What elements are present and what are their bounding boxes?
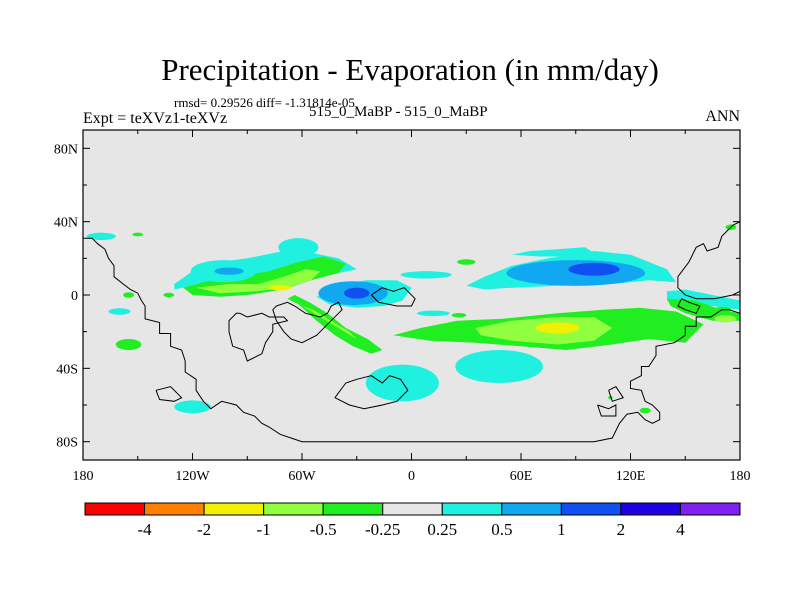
x-tick-label: 180 xyxy=(730,469,751,484)
region-pacific-light-green xyxy=(196,269,321,294)
x-tick-label: 180 xyxy=(73,469,94,484)
coastline-far-east-cove xyxy=(597,404,617,417)
region-indian-yellow-core xyxy=(535,322,580,334)
colorbar-box xyxy=(441,502,503,516)
chart-title: Precipitation - Evaporation (in mm/day) xyxy=(161,52,659,87)
region-indian-ocean-cyan-ne xyxy=(511,247,594,257)
colorbar-box xyxy=(382,502,443,516)
colorbar-label: 0.25 xyxy=(427,520,457,539)
region-west-pacific-cyan-1 xyxy=(86,232,116,240)
region-north-pacific-cyan-2 xyxy=(278,238,319,257)
region-south-indian-cyan xyxy=(455,350,543,383)
colorbar-box xyxy=(501,502,562,516)
x-tick-label: 60E xyxy=(510,469,533,484)
colorbar-box xyxy=(620,502,681,516)
colorbar-label: 4 xyxy=(676,520,685,539)
y-tick-label: 0 xyxy=(71,289,78,304)
region-west-pacific-green-3 xyxy=(123,292,135,298)
season-label: ANN xyxy=(705,108,740,125)
y-tick-label: 40N xyxy=(54,216,78,231)
colorbar: -4 -2 -1 -0.5 -0.25 0.25 0.5 1 2 4 xyxy=(84,502,741,539)
region-south-atlantic-cyan xyxy=(365,364,439,402)
region-west-pacific-green-1 xyxy=(132,232,144,237)
region-west-pacific-green-4 xyxy=(163,292,175,298)
colorbar-label: 2 xyxy=(617,520,626,539)
colorbar-label: -0.25 xyxy=(365,520,400,539)
colorbar-box xyxy=(560,502,622,516)
colorbar-box xyxy=(679,502,741,516)
coastline-africa-upper xyxy=(272,301,343,344)
colorbar-label: 0.5 xyxy=(491,520,512,539)
x-tick-label: 60W xyxy=(288,469,316,484)
region-east-pacific-cyan-2 xyxy=(400,271,452,279)
coastline-africa-interior xyxy=(228,312,289,362)
y-tick-label: 80S xyxy=(56,436,78,451)
y-tick-label: 80N xyxy=(54,142,78,157)
x-tick-label: 120W xyxy=(175,469,210,484)
coastline-island-southwest xyxy=(155,386,183,402)
x-tick-label: 120E xyxy=(616,469,646,484)
colorbar-label: -4 xyxy=(137,520,152,539)
region-west-pacific-cyan-2 xyxy=(108,308,131,315)
colorbar-label: -0.5 xyxy=(310,520,337,539)
colorbar-label: 1 xyxy=(557,520,566,539)
colorbar-box xyxy=(322,502,384,516)
region-indian-ocean-dark xyxy=(568,262,620,276)
period-label: 515_0_MaBP - 515_0_MaBP xyxy=(309,104,488,120)
region-east-cyan-4 xyxy=(416,310,450,317)
colorbar-box xyxy=(84,502,146,516)
region-patagonia-cyan xyxy=(174,400,211,414)
region-pacific-yellow-core xyxy=(269,284,292,291)
axis-layer: 180 120W 60W 0 60E 120E 180 80N 40N 0 40S 80S xyxy=(54,129,751,484)
experiment-label: Expt = teXVz1-teXVz xyxy=(83,110,228,127)
region-west-pacific-green-2 xyxy=(115,339,142,350)
region-east-green-2 xyxy=(457,259,476,265)
colorbar-box xyxy=(263,502,324,516)
region-east-light-green xyxy=(714,315,737,323)
region-east-green-3 xyxy=(451,312,467,318)
x-tick-label: 0 xyxy=(408,469,415,484)
coastline-north-east-coast xyxy=(677,221,740,300)
region-north-pacific-blue xyxy=(214,267,244,275)
coastline-continent-main xyxy=(83,237,740,443)
chart-subtitle: rmsd= 0.29526 diff= -1.31814e-05 xyxy=(174,95,355,110)
map-layer xyxy=(83,130,740,460)
coastline-north-box xyxy=(370,287,416,307)
coastline-south-east-island xyxy=(608,386,624,402)
colorbar-box xyxy=(144,502,205,516)
coastline-island-south-atlantic xyxy=(334,375,409,410)
coastline-east-island xyxy=(677,298,701,314)
colorbar-label: -1 xyxy=(257,520,271,539)
region-south-east-green xyxy=(639,407,651,414)
region-tropical-atlantic-dark xyxy=(343,287,370,299)
colorbar-box xyxy=(203,502,265,516)
y-tick-label: 40S xyxy=(56,362,78,377)
colorbar-label: -2 xyxy=(197,520,211,539)
